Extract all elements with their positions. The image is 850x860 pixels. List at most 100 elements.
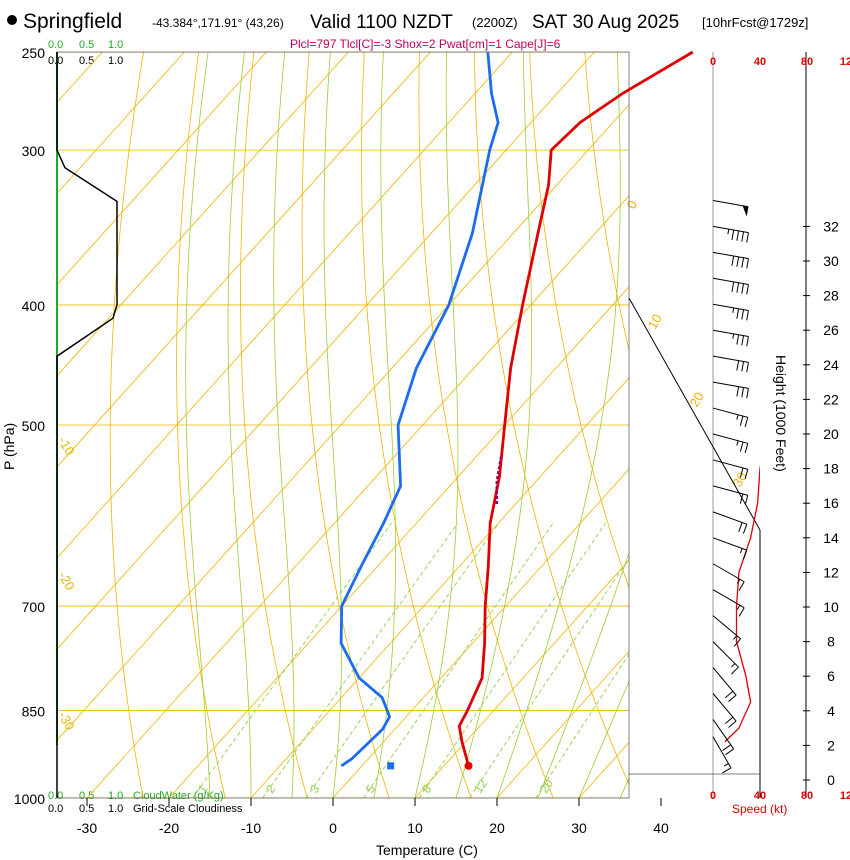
pressure-tick-label: 250 bbox=[22, 45, 46, 61]
barb-half bbox=[736, 579, 741, 584]
speed-tick-label: 0 bbox=[710, 56, 716, 68]
cw-tick-top-0: 0.0 bbox=[48, 39, 63, 51]
dry-adiabat-360 bbox=[750, 52, 850, 798]
barb-full bbox=[744, 469, 749, 480]
barb-half bbox=[736, 440, 739, 446]
barb-full bbox=[742, 549, 748, 560]
barb-shaft bbox=[712, 511, 747, 525]
barb-half bbox=[739, 548, 743, 554]
pressure-tick-label: 300 bbox=[22, 143, 46, 159]
barb-half bbox=[736, 604, 741, 610]
barb-full bbox=[739, 441, 744, 452]
moist-adiabat-10 bbox=[414, 52, 459, 798]
wind-barb bbox=[712, 303, 749, 321]
x-axis-label: Temperature (C) bbox=[376, 842, 478, 858]
moist-adiabat--5 bbox=[273, 52, 295, 798]
barb-full bbox=[725, 748, 734, 756]
barb-full bbox=[724, 716, 734, 725]
parcel-params: Plcl=797 Tlcl[C]=-3 Shox=2 Pwat[cm]=1 Ca… bbox=[290, 37, 561, 51]
pressure-tick-label: 850 bbox=[22, 704, 46, 720]
barb-half bbox=[723, 763, 729, 767]
moist-adiabat--15 bbox=[185, 52, 211, 798]
barb-full bbox=[744, 443, 749, 454]
wind-barb bbox=[712, 329, 749, 347]
isotherm-label-0: 0 bbox=[624, 198, 641, 212]
mixing-ratio-5 bbox=[363, 522, 554, 798]
valid-time: Valid 1100 NZDT bbox=[310, 12, 453, 33]
mixing-ratio-2 bbox=[262, 522, 459, 798]
moist-adiabat-35 bbox=[619, 777, 629, 798]
tropopause-line bbox=[628, 297, 761, 531]
isotherms bbox=[57, 52, 629, 798]
temperature-axis: -30 -20 -10 0 10 20 30 40 bbox=[77, 798, 669, 836]
isotherm--100 bbox=[57, 52, 185, 195]
wind-barb bbox=[712, 589, 745, 617]
isotherm--60 bbox=[57, 52, 513, 559]
barb-shaft bbox=[712, 736, 732, 769]
isotherm--30 bbox=[86, 195, 629, 798]
station-name: Springfield bbox=[23, 10, 122, 33]
height-tick-label: 16 bbox=[823, 495, 839, 511]
barb-full bbox=[728, 694, 737, 702]
pressure-axis: 250 300 400 500 700 850 1000 bbox=[14, 45, 45, 807]
barb-full bbox=[746, 336, 749, 347]
dry-adiabat-280 bbox=[301, 52, 390, 798]
wind-barb bbox=[712, 407, 749, 428]
wind-barb bbox=[712, 615, 741, 647]
barb-full bbox=[741, 335, 745, 346]
dry-adiabat-260 bbox=[176, 52, 226, 798]
barb-shaft bbox=[712, 589, 745, 609]
barb-full bbox=[722, 767, 732, 774]
barb-full bbox=[736, 282, 740, 293]
cw-tick-top-1: 0.5 bbox=[79, 39, 94, 51]
y2-axis-label: Height (1000 Feet) bbox=[773, 355, 789, 472]
barb-full bbox=[741, 309, 745, 320]
cl-tick-top-0: 0.0 bbox=[48, 55, 63, 67]
x-tick-label: 30 bbox=[571, 820, 587, 836]
barb-shaft bbox=[712, 277, 749, 286]
height-tick-label: 22 bbox=[823, 391, 839, 407]
dry-adiabat-300 bbox=[418, 52, 554, 798]
barb-shaft bbox=[712, 615, 741, 640]
barb-full bbox=[731, 229, 735, 240]
bottom-cloud-scale: 0.0 0.5 1.0 CloudWater (g/Kg) 0.0 0.5 1.… bbox=[48, 790, 243, 815]
barb-shaft bbox=[712, 303, 749, 311]
height-tick-label: 32 bbox=[823, 218, 839, 234]
wind-panel bbox=[628, 52, 761, 798]
cw-tick-bottom-1: 0.5 bbox=[79, 790, 94, 802]
mixing-ratio-8 bbox=[418, 522, 606, 798]
barb-shaft bbox=[712, 485, 748, 496]
speed-tick-label: 12 bbox=[840, 790, 850, 802]
barb-half bbox=[732, 307, 735, 313]
speed-line bbox=[724, 464, 760, 743]
barb-shaft bbox=[712, 225, 749, 234]
isotherm-10 bbox=[414, 559, 629, 798]
surface-dewpoint-point bbox=[387, 762, 395, 770]
height-tick-label: 6 bbox=[827, 668, 835, 684]
height-tick-label: 2 bbox=[827, 737, 835, 753]
barb-full bbox=[738, 607, 745, 617]
barb-full bbox=[739, 415, 744, 426]
height-tick-label: 26 bbox=[823, 322, 839, 338]
station-marker bbox=[7, 15, 17, 25]
isotherm--40 bbox=[57, 104, 629, 741]
barb-half bbox=[732, 333, 735, 339]
barb-full bbox=[746, 258, 749, 269]
height-tick-label: 14 bbox=[823, 530, 839, 546]
barb-full bbox=[736, 360, 740, 371]
barb-full bbox=[728, 720, 737, 728]
wind-barb bbox=[712, 199, 749, 217]
isotherm-label--30: -30 bbox=[55, 709, 77, 733]
isotherm--80 bbox=[57, 52, 349, 377]
height-tick-label: 28 bbox=[823, 288, 839, 304]
moist-adiabat--10 bbox=[227, 52, 252, 798]
cloudiness-line bbox=[56, 52, 118, 798]
x-tick-label: 20 bbox=[489, 820, 505, 836]
dry-adiabats bbox=[109, 52, 850, 798]
barb-full bbox=[744, 495, 749, 506]
barb-shaft bbox=[712, 355, 749, 363]
moist-adiabat-30 bbox=[578, 680, 629, 798]
barb-shaft bbox=[712, 667, 737, 696]
